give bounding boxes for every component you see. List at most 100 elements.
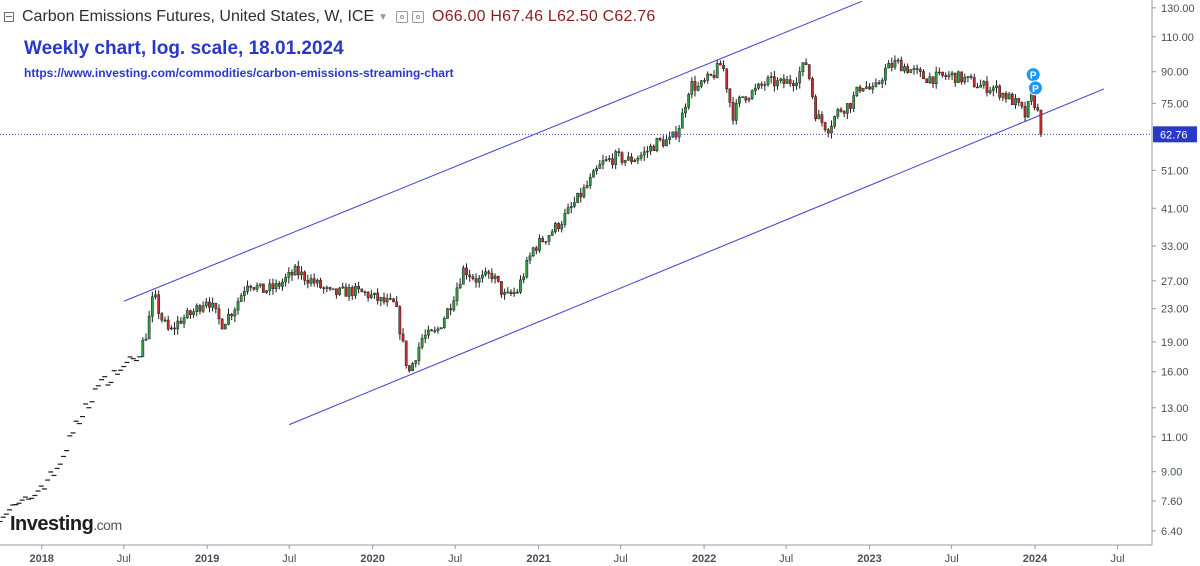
candle bbox=[376, 292, 380, 301]
candle bbox=[262, 283, 265, 293]
candle bbox=[170, 327, 173, 330]
candle bbox=[395, 301, 399, 307]
chevron-down-icon[interactable]: ▼ bbox=[378, 11, 389, 23]
candle bbox=[931, 76, 935, 84]
candle bbox=[239, 295, 243, 302]
channel-line-lower[interactable] bbox=[289, 88, 1105, 426]
candle bbox=[582, 187, 586, 198]
candle bbox=[154, 294, 157, 298]
candle bbox=[611, 158, 614, 165]
candle bbox=[753, 87, 757, 92]
current-price-badge bbox=[1153, 126, 1197, 143]
candle bbox=[258, 283, 262, 286]
candle bbox=[836, 109, 840, 117]
candle bbox=[474, 278, 478, 283]
open-value: O66.00 bbox=[432, 8, 486, 25]
candle bbox=[934, 71, 938, 84]
channel-line-upper[interactable] bbox=[123, 0, 863, 302]
candle bbox=[455, 287, 459, 302]
candle bbox=[953, 72, 957, 83]
candle bbox=[185, 310, 189, 319]
candle bbox=[699, 80, 703, 87]
candle bbox=[845, 103, 849, 114]
candle bbox=[728, 88, 732, 103]
candle bbox=[147, 315, 151, 340]
candle bbox=[798, 71, 802, 84]
candle bbox=[509, 291, 513, 294]
candle bbox=[896, 59, 900, 62]
candle bbox=[1033, 93, 1036, 108]
candle bbox=[201, 305, 205, 312]
candle bbox=[223, 323, 227, 330]
candle bbox=[573, 202, 576, 207]
candle bbox=[284, 277, 287, 283]
annotation-title: Weekly chart, log. scale, 18.01.2024 bbox=[24, 38, 344, 59]
candle bbox=[423, 334, 427, 339]
candle bbox=[344, 286, 348, 297]
candle bbox=[636, 157, 640, 161]
candle bbox=[715, 63, 719, 78]
candle bbox=[166, 319, 170, 330]
candle bbox=[969, 76, 973, 78]
candle bbox=[328, 287, 332, 290]
candle bbox=[801, 62, 805, 72]
candle bbox=[338, 287, 341, 295]
candle bbox=[382, 297, 386, 303]
candle bbox=[347, 287, 351, 297]
candles bbox=[0, 55, 1043, 523]
y-tick-label: 7.60 bbox=[1161, 496, 1182, 508]
candle bbox=[303, 271, 307, 281]
pivot-marker[interactable] bbox=[1027, 80, 1043, 96]
visibility-icon[interactable] bbox=[412, 11, 425, 23]
candle bbox=[652, 145, 656, 152]
candle bbox=[588, 177, 592, 186]
candle bbox=[560, 224, 564, 230]
x-tick-label: Jul bbox=[945, 553, 959, 565]
candle bbox=[899, 59, 903, 72]
candle bbox=[341, 286, 345, 289]
candle bbox=[141, 339, 145, 358]
candle bbox=[490, 273, 494, 279]
candle bbox=[350, 287, 354, 296]
y-tick-label: 13.00 bbox=[1161, 403, 1189, 415]
candle bbox=[436, 328, 440, 331]
candle bbox=[534, 247, 538, 251]
ohlc-readout: O66.00 H67.46 L62.50 C62.76 bbox=[432, 8, 655, 26]
candle bbox=[204, 301, 208, 306]
candle bbox=[985, 81, 989, 93]
candle bbox=[601, 160, 605, 165]
candle bbox=[725, 68, 729, 90]
candle bbox=[157, 294, 161, 314]
settings-icon[interactable] bbox=[396, 11, 409, 23]
candle bbox=[430, 329, 433, 332]
candle bbox=[1017, 98, 1021, 103]
candle bbox=[988, 90, 992, 93]
candle bbox=[1020, 102, 1024, 107]
candle bbox=[950, 72, 954, 76]
x-tick-label: Jul bbox=[614, 553, 628, 565]
candle bbox=[795, 82, 798, 87]
collapse-icon[interactable] bbox=[4, 12, 14, 22]
candle bbox=[833, 116, 837, 127]
candle bbox=[211, 302, 214, 308]
y-tick-label: 51.00 bbox=[1161, 165, 1189, 177]
candle bbox=[446, 308, 449, 319]
pivot-marker-label: P bbox=[1032, 84, 1039, 95]
candle bbox=[855, 86, 859, 96]
candle bbox=[547, 235, 551, 242]
candle bbox=[290, 272, 294, 276]
candle bbox=[563, 213, 567, 225]
y-tick-label: 16.00 bbox=[1161, 367, 1189, 379]
candle bbox=[1023, 106, 1027, 118]
candle bbox=[1014, 98, 1017, 106]
candle bbox=[198, 305, 202, 312]
candle bbox=[744, 96, 748, 101]
candle bbox=[918, 69, 922, 72]
candle bbox=[401, 333, 405, 342]
candle bbox=[585, 185, 589, 188]
candle bbox=[906, 66, 909, 73]
candle bbox=[554, 223, 557, 233]
candle bbox=[979, 84, 982, 88]
candle bbox=[227, 313, 230, 325]
